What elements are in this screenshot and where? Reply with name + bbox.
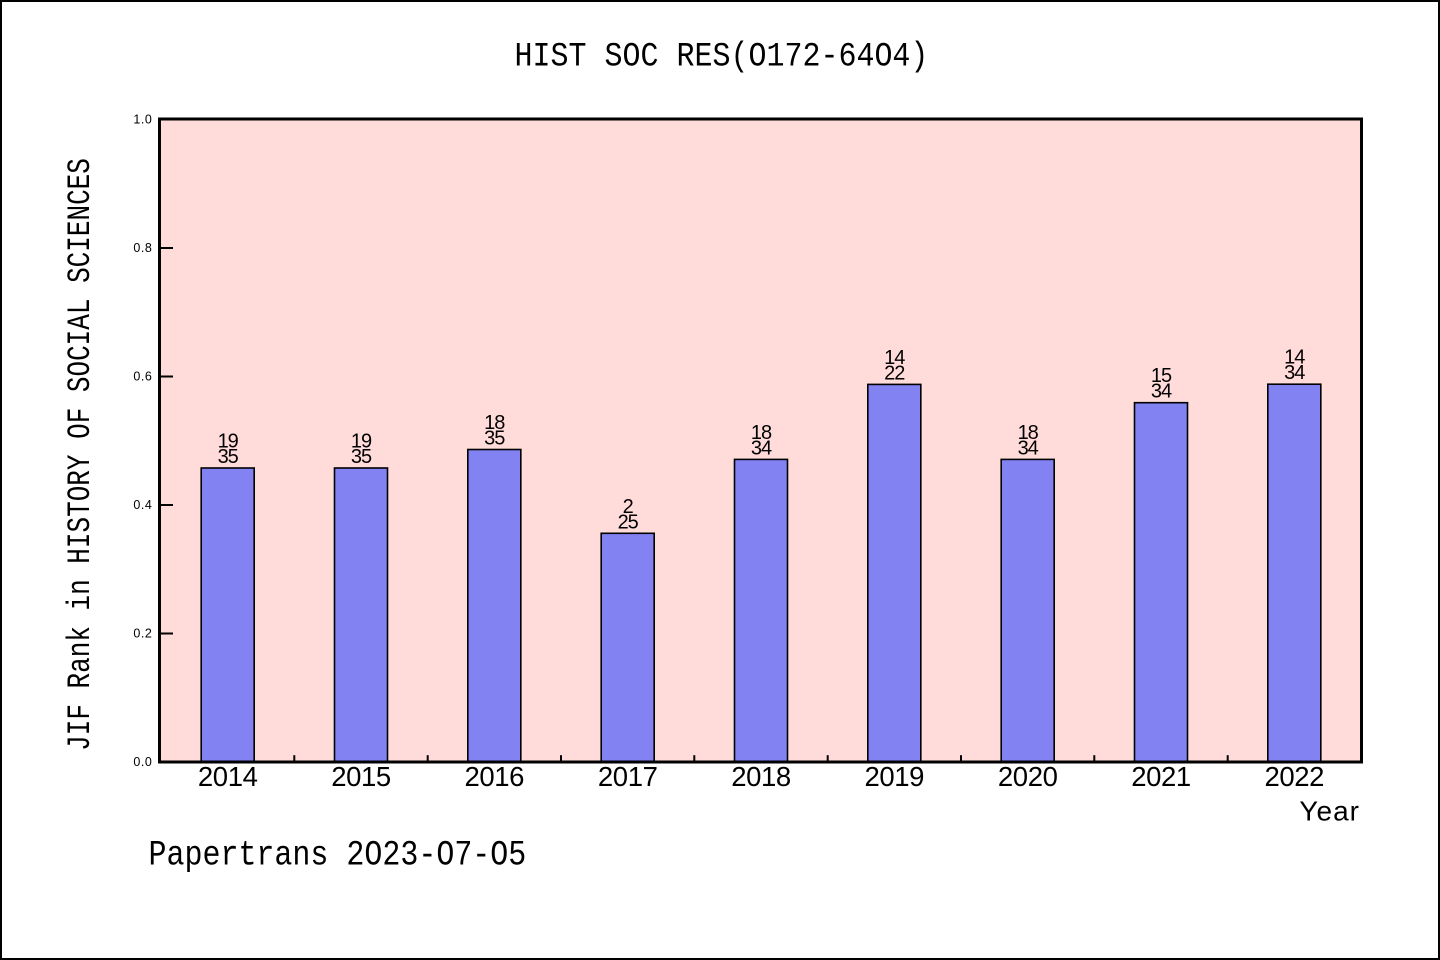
svg-text:35: 35 (484, 428, 505, 450)
svg-text:Papertrans 2O23-O7-O5: Papertrans 2O23-O7-O5 (149, 835, 527, 875)
svg-text:22: 22 (884, 362, 905, 384)
svg-text:2022: 2022 (1265, 761, 1325, 792)
svg-text:2014: 2014 (198, 761, 258, 792)
svg-text:19: 19 (351, 431, 372, 453)
svg-text:25: 25 (618, 511, 639, 533)
svg-text:2021: 2021 (1131, 761, 1191, 792)
svg-text:2019: 2019 (865, 761, 925, 792)
svg-text:2015: 2015 (331, 761, 391, 792)
svg-text:34: 34 (1151, 381, 1172, 403)
svg-text:0.6: 0.6 (133, 370, 152, 384)
svg-text:1.0: 1.0 (133, 113, 152, 127)
svg-text:0.2: 0.2 (133, 627, 152, 641)
svg-text:2017: 2017 (598, 761, 658, 792)
svg-text:18: 18 (484, 412, 505, 434)
svg-text:JIF Rank in HISTORY OF SOCIAL: JIF Rank in HISTORY OF SOCIAL SCIENCES (61, 158, 99, 751)
svg-text:HIST SOC RES(O172-64O4): HIST SOC RES(O172-64O4) (515, 37, 929, 76)
svg-text:0.4: 0.4 (133, 498, 152, 512)
svg-text:18: 18 (1018, 422, 1039, 444)
svg-text:35: 35 (351, 446, 372, 468)
svg-text:14: 14 (884, 347, 905, 369)
svg-text:35: 35 (218, 446, 239, 468)
svg-text:2020: 2020 (998, 761, 1058, 792)
svg-text:34: 34 (1018, 437, 1039, 459)
svg-text:15: 15 (1151, 365, 1172, 387)
svg-text:14: 14 (1284, 347, 1305, 369)
svg-text:34: 34 (1284, 362, 1305, 384)
svg-text:0.8: 0.8 (133, 241, 152, 255)
svg-text:2018: 2018 (731, 761, 791, 792)
svg-text:2: 2 (623, 496, 634, 518)
svg-text:Year: Year (1299, 796, 1360, 827)
svg-text:0.0: 0.0 (133, 755, 152, 769)
svg-text:2016: 2016 (465, 761, 525, 792)
svg-text:34: 34 (751, 437, 772, 459)
svg-text:18: 18 (751, 422, 772, 444)
svg-text:19: 19 (218, 431, 239, 453)
